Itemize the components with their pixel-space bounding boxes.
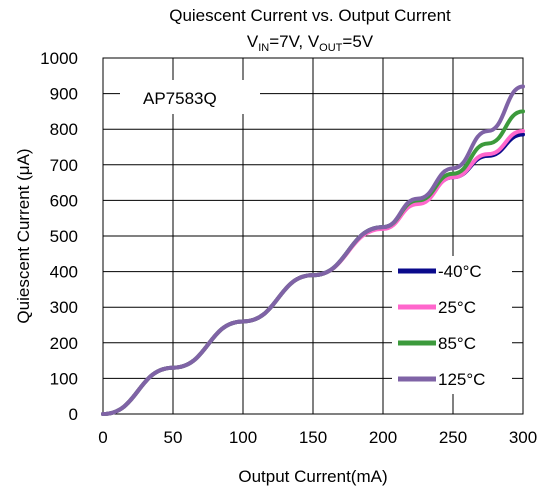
y-tick-label: 600 [50, 191, 78, 210]
y-axis-label: Quiescent Current (μA) [14, 148, 33, 323]
chart-title: Quiescent Current vs. Output Current [169, 6, 451, 25]
legend-label-2: 85°C [438, 334, 476, 353]
subtitle-vout-val: =5V [342, 32, 373, 51]
subtitle-vout-sub: OUT [319, 42, 343, 54]
grid-lines [103, 58, 523, 414]
series-line-3 [101, 84, 525, 416]
plot-frame [102, 57, 524, 415]
x-axis-label: Output Current(mA) [238, 467, 387, 486]
annotation-box [120, 80, 260, 114]
legend-label-0: -40°C [438, 262, 482, 281]
x-tick-label: 150 [299, 428, 327, 447]
y-tick-label: 100 [50, 369, 78, 388]
y-tick-label: 300 [50, 298, 78, 317]
y-tick-label: 500 [50, 227, 78, 246]
chart-subtitle: VIN=7V, VOUT=5V [247, 32, 374, 54]
tick-labels: 0 50 100 150 200 250 300 0 100 200 300 400 500 600 700… [40, 49, 537, 447]
legend: -40°C 25°C 85°C 125°C [392, 256, 512, 394]
legend-label-3: 125°C [438, 370, 485, 389]
x-tick-label: 200 [369, 428, 397, 447]
x-tick-label: 0 [98, 428, 107, 447]
series-lines [101, 84, 525, 416]
y-tick-label: 200 [50, 334, 78, 353]
subtitle-vin: V [247, 32, 259, 51]
y-tick-label: 900 [50, 85, 78, 104]
x-tick-label: 300 [509, 428, 537, 447]
legend-label-1: 25°C [438, 298, 476, 317]
x-tick-label: 250 [439, 428, 467, 447]
y-tick-label: 400 [50, 263, 78, 282]
subtitle-vout: V [308, 32, 320, 51]
x-tick-label: 100 [229, 428, 257, 447]
annotation-label: AP7583Q [143, 89, 217, 108]
x-tick-label: 50 [164, 428, 183, 447]
y-tick-label: 1000 [40, 49, 78, 68]
legend-box [392, 256, 512, 394]
y-tick-label: 700 [50, 156, 78, 175]
subtitle-vin-sub: IN [258, 42, 269, 54]
y-tick-label: 0 [69, 405, 78, 424]
y-tick-label: 800 [50, 120, 78, 139]
subtitle-vin-val: =7V, [269, 32, 308, 51]
